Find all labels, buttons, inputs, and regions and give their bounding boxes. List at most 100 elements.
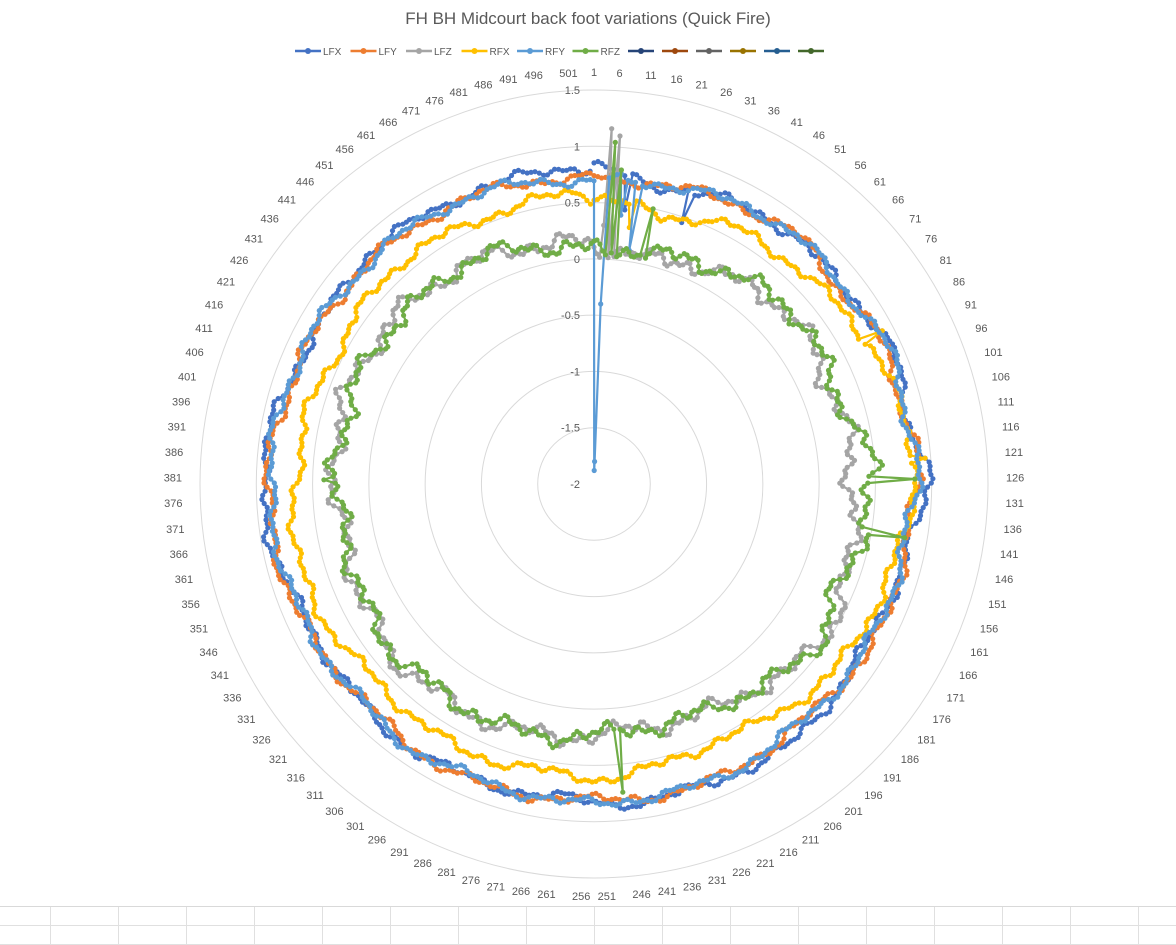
data-point <box>614 172 620 178</box>
category-label: 251 <box>598 891 616 903</box>
data-point <box>866 629 873 636</box>
spreadsheet-grid[interactable] <box>0 906 1176 945</box>
data-point <box>503 184 510 190</box>
data-point <box>907 448 913 455</box>
sheet-row[interactable] <box>0 926 1176 945</box>
category-label: 176 <box>933 714 951 726</box>
data-point <box>356 653 362 659</box>
data-point <box>300 607 306 613</box>
data-point <box>474 773 480 780</box>
data-point <box>376 638 382 644</box>
data-point <box>928 472 934 478</box>
data-point <box>782 744 788 750</box>
data-point <box>699 703 705 709</box>
data-point <box>464 768 470 774</box>
data-point <box>275 548 281 554</box>
data-point <box>293 601 299 607</box>
data-point <box>865 651 871 657</box>
data-point <box>519 184 526 190</box>
data-point <box>558 244 565 250</box>
data-point <box>770 715 776 721</box>
data-point <box>724 736 730 742</box>
data-point <box>413 251 419 257</box>
data-point <box>608 250 614 256</box>
data-point <box>285 382 291 388</box>
data-point <box>632 179 639 185</box>
data-point <box>574 778 580 784</box>
data-point <box>637 719 644 725</box>
data-point <box>862 314 869 320</box>
data-point <box>842 309 848 315</box>
data-point <box>442 230 448 236</box>
data-point <box>773 666 780 673</box>
category-label: 76 <box>925 234 937 246</box>
data-point <box>625 805 631 811</box>
data-point <box>799 645 805 651</box>
data-point <box>698 187 704 193</box>
data-point <box>272 544 278 550</box>
data-point <box>550 790 557 796</box>
category-label: 41 <box>791 117 803 129</box>
data-point <box>290 484 296 490</box>
data-point <box>384 725 390 731</box>
data-point <box>832 662 838 668</box>
data-point <box>298 344 304 350</box>
series-rfy <box>265 171 926 809</box>
data-point <box>567 166 574 172</box>
data-point <box>608 779 614 785</box>
legend-item: RFY <box>517 47 565 58</box>
data-point <box>310 582 316 588</box>
data-point <box>900 530 906 537</box>
data-point <box>290 375 296 381</box>
data-point <box>796 700 802 706</box>
data-point <box>891 552 897 558</box>
data-point <box>487 725 493 731</box>
data-point <box>447 696 453 702</box>
data-point <box>571 776 577 782</box>
data-point <box>711 195 717 201</box>
data-point <box>282 571 288 577</box>
data-point <box>775 230 782 236</box>
legend-swatch-marker <box>706 48 712 54</box>
category-label: 186 <box>901 754 919 766</box>
data-point <box>912 480 918 486</box>
data-point <box>755 295 761 301</box>
data-point <box>899 542 905 548</box>
data-point <box>896 582 902 588</box>
sheet-row[interactable] <box>0 907 1176 926</box>
data-point <box>286 378 292 384</box>
data-point <box>906 531 912 538</box>
data-point <box>341 344 347 350</box>
data-point <box>771 255 777 261</box>
data-point <box>291 499 297 505</box>
data-point <box>478 183 485 189</box>
data-point <box>710 704 717 710</box>
data-point <box>692 717 698 723</box>
data-point <box>696 263 702 269</box>
sheet-column-divider <box>934 907 935 945</box>
data-point <box>267 512 273 519</box>
data-point <box>589 796 595 802</box>
data-point <box>452 201 458 207</box>
data-point <box>354 573 360 579</box>
category-label: 441 <box>278 195 296 207</box>
category-label: 261 <box>537 889 555 901</box>
data-point <box>588 240 594 247</box>
data-point <box>831 357 837 363</box>
data-point <box>844 671 850 677</box>
data-point <box>265 439 271 445</box>
data-point <box>459 270 465 276</box>
data-point <box>556 250 562 256</box>
data-point <box>385 652 392 658</box>
data-point <box>345 330 351 336</box>
data-point <box>598 301 604 307</box>
data-point <box>311 606 317 612</box>
data-point <box>617 726 623 732</box>
legend-swatch-marker <box>808 48 814 54</box>
data-point <box>597 254 603 260</box>
data-point <box>853 663 859 669</box>
data-point <box>760 686 766 692</box>
data-point <box>287 574 293 580</box>
data-point <box>380 729 387 736</box>
data-point <box>340 410 346 416</box>
